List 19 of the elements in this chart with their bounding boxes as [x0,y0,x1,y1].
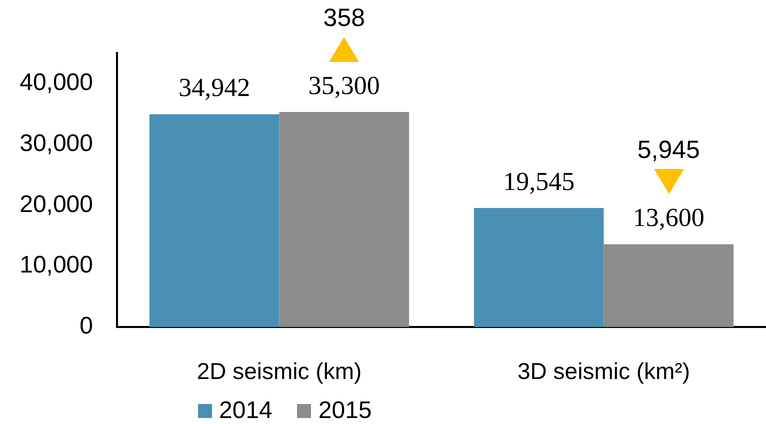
bar [604,244,734,327]
y-tick-label: 30,000 [20,130,93,157]
bar [149,114,280,327]
data-label: 35,300 [308,70,380,100]
bar [279,112,410,327]
data-label: 19,545 [503,166,575,196]
x-tick-label: 3D seismic (km²) [518,358,690,384]
annotation: 5,945 [637,136,700,164]
data-label: 34,942 [178,73,250,102]
y-tick-label: 10,000 [20,252,93,279]
data-label: 13,600 [632,203,704,232]
x-tick-label: 2D seismic (km) [196,358,362,384]
text: 358 [323,4,366,32]
bar [474,208,604,327]
legend-label: 2015 [318,397,372,424]
y-tick-label: 0 [80,312,93,340]
y-tick-label: 20,000 [20,190,93,218]
y-tick-label: 40,000 [20,69,93,96]
legend-label: 2014 [219,397,272,424]
